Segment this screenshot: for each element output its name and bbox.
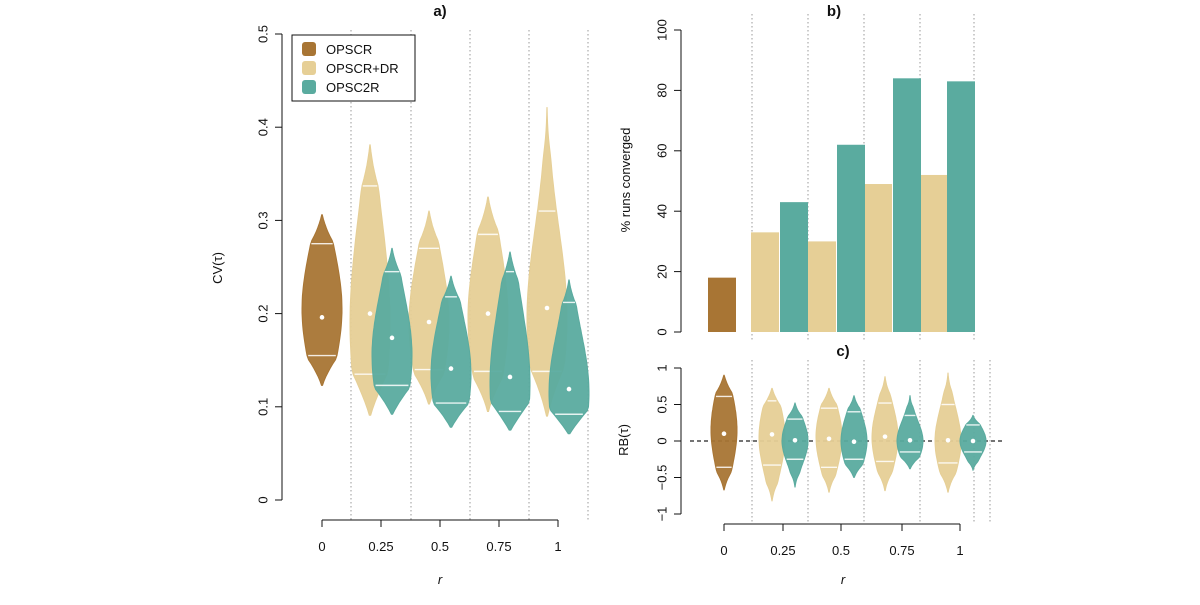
violin-opscr-dr-r-0-75-median-dot [882, 434, 888, 439]
violin-opsc2r-r-0-5 [840, 395, 868, 478]
violin-opsc2r-r-0-75 [489, 251, 531, 431]
violin-opscr-dr-r-0-25-median-dot [769, 432, 775, 437]
panel-a-title: a) [433, 3, 446, 20]
x-tick-label: 0 [720, 543, 727, 558]
violin-opsc2r-r-0-75 [896, 395, 924, 470]
panel-c-y-axis: −1 −0.5 0 0.5 1 [654, 364, 682, 522]
legend-swatch-opscr [302, 42, 316, 56]
violin-opsc2r-r-1-median-dot [970, 438, 976, 444]
violin-opsc2r-r-0-5 [430, 275, 472, 428]
legend-label-opscr-dr: OPSCR+DR [326, 61, 399, 76]
x-tick-label: 0.5 [832, 543, 850, 558]
violin-opsc2r-r-0-5-median-dot [851, 439, 857, 445]
violin-opsc2r-r-0-25 [371, 247, 413, 415]
violin-opsc2r-r-0-5-median-dot [448, 366, 454, 371]
violin-opsc2r-r-0-25-median-dot [792, 437, 798, 443]
panel-a-ylabel: CV(τ) [210, 252, 225, 284]
y-tick-label: 0 [255, 496, 270, 503]
y-tick-label: 0.2 [255, 305, 270, 323]
violin-opscr-r-0 [301, 214, 343, 386]
y-tick-label: 0 [654, 437, 669, 444]
violin-opscr-dr-r-0-75-median-dot [485, 311, 491, 316]
panel-c-x-axis: 0 0.25 0.5 0.75 1 [720, 523, 964, 558]
violin-opscr-dr-r-1-median-dot [945, 437, 951, 443]
x-tick-label: 0.25 [770, 543, 795, 558]
panel-c-violins [710, 372, 987, 502]
bar-opscr-dr-r-0-5 [808, 241, 836, 332]
violin-opscr-r-0-median-dot [319, 315, 325, 320]
y-tick-label: 40 [654, 204, 669, 218]
y-tick-label: −1 [654, 507, 669, 522]
bar-opscr-r-0 [708, 277, 736, 332]
y-tick-label: 100 [654, 19, 669, 41]
x-tick-label: 0.5 [431, 539, 449, 554]
violin-opscr-r-0-median-dot [721, 431, 727, 437]
bar-opsc2r-r-0-25 [780, 202, 808, 332]
violin-opscr-dr-r-1-median-dot [544, 305, 550, 311]
x-tick-label: 0.75 [889, 543, 914, 558]
violin-opscr-dr-r-1 [934, 372, 962, 493]
violin-opsc2r-r-1-median-dot [566, 386, 572, 392]
panel-a: a) CV(τ) r 0 0.1 0.2 0.3 0.4 0.5 0 0.25 0.5 0.75… [210, 3, 590, 587]
bar-opscr-dr-r-0-25 [751, 232, 779, 332]
violin-opscr-dr-r-0-75 [871, 376, 899, 492]
panel-b-title: b) [827, 3, 841, 20]
x-tick-label: 0.75 [486, 539, 511, 554]
panel-a-xlabel: r [438, 572, 443, 587]
legend-swatch-opscr-dr [302, 61, 316, 75]
bar-opscr-dr-r-0-75 [864, 184, 892, 332]
y-tick-label: 0 [654, 328, 669, 335]
violin-opsc2r-r-0-75-median-dot [907, 437, 913, 443]
y-tick-label: 1 [654, 364, 669, 371]
panel-b-bars [708, 78, 975, 332]
violin-opsc2r-r-0-75-median-dot [507, 374, 513, 380]
violin-opscr-dr-r-0-25 [758, 387, 786, 502]
panel-c-ylabel: RB(τ) [616, 424, 631, 456]
bar-opsc2r-r-0-75 [893, 78, 921, 332]
violin-opsc2r-r-0-25-median-dot [389, 335, 395, 341]
x-tick-label: 0 [318, 539, 325, 554]
x-tick-label: 1 [956, 543, 963, 558]
panel-a-y-axis: 0 0.1 0.2 0.3 0.4 0.5 [255, 25, 283, 504]
y-tick-label: −0.5 [654, 465, 669, 491]
panel-c-xlabel: r [841, 572, 846, 587]
panel-b-y-axis: 0 20 40 60 80 100 [654, 19, 682, 336]
panel-c-title: c) [836, 343, 849, 360]
violin-opsc2r-r-1 [548, 279, 590, 435]
panel-a-violins [301, 107, 590, 435]
y-tick-label: 80 [654, 83, 669, 97]
panel-b-ylabel: % runs converged [618, 128, 633, 233]
x-tick-label: 0.25 [368, 539, 393, 554]
y-tick-label: 20 [654, 264, 669, 278]
violin-opsc2r-r-0-25 [781, 402, 809, 488]
panel-a-x-axis: 0 0.25 0.5 0.75 1 [318, 519, 562, 554]
panel-c: c) RB(τ) r −1 −0.5 0 0.5 1 0 0.25 0.5 0.75 1 [616, 343, 1003, 587]
y-tick-label: 0.4 [255, 118, 270, 136]
violin-opscr-dr-r-0-5-median-dot [426, 319, 432, 325]
y-tick-label: 0.5 [255, 25, 270, 43]
violin-opscr-dr-r-0-25-median-dot [367, 311, 373, 316]
x-tick-label: 1 [554, 539, 561, 554]
legend-label-opsc2r: OPSC2R [326, 80, 379, 95]
panel-b: b) % runs converged 0 20 40 60 80 100 [618, 3, 975, 340]
bar-opscr-dr-r-1 [920, 174, 948, 332]
legend-label-opscr: OPSCR [326, 42, 372, 57]
legend: OPSCR OPSCR+DR OPSC2R [291, 34, 416, 102]
violin-opscr-dr-r-0-5-median-dot [826, 436, 832, 442]
bar-opsc2r-r-0-5 [837, 144, 865, 332]
legend-swatch-opsc2r [302, 80, 316, 94]
y-tick-label: 60 [654, 144, 669, 158]
bar-opsc2r-r-1 [947, 81, 975, 332]
y-tick-label: 0.3 [255, 211, 270, 229]
y-tick-label: 0.1 [255, 398, 270, 416]
y-tick-label: 0.5 [654, 395, 669, 413]
